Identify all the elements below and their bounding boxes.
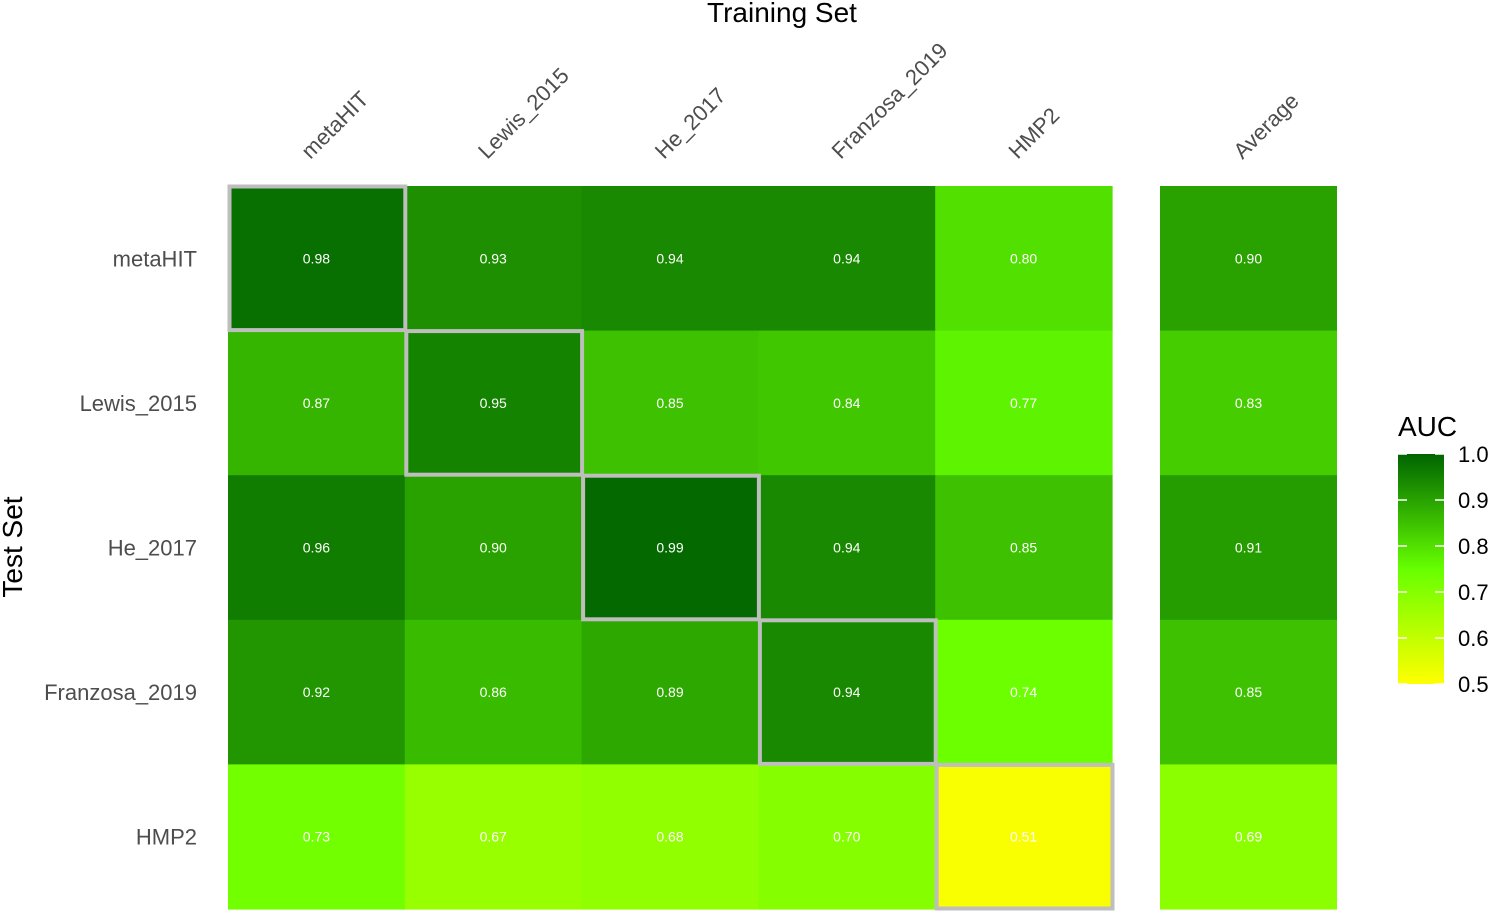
cell-value-label: 0.85 xyxy=(1010,540,1037,556)
cell-value-label: 0.94 xyxy=(656,250,683,266)
column-label: Franzosa_2019 xyxy=(827,38,953,164)
average-cell xyxy=(1160,330,1337,476)
row-label: He_2017 xyxy=(108,536,197,561)
legend-colorbar xyxy=(1398,454,1444,684)
cell-value-label: 0.87 xyxy=(303,395,330,411)
cell-value-label: 0.85 xyxy=(656,395,683,411)
column-labels: metaHIT Lewis_2015 He_2017 Franzosa_2019 HMP… xyxy=(296,38,1303,164)
legend-ticks: 0.5 0.6 0.7 0.8 0.9 1.0 xyxy=(1398,442,1489,697)
heatmap-cell xyxy=(404,330,583,476)
legend-tick-label: 1.0 xyxy=(1458,442,1489,467)
average-cells xyxy=(1160,186,1337,910)
average-cell xyxy=(1160,764,1337,910)
heatmap-cell xyxy=(228,186,406,332)
heatmap-cell xyxy=(228,330,406,476)
heatmap-cells xyxy=(228,186,1113,910)
heatmap-cell xyxy=(758,330,936,476)
diagonal-highlight-box xyxy=(227,184,408,333)
cell-value-label: 0.90 xyxy=(480,540,507,556)
heatmap-cell xyxy=(758,619,936,765)
cell-value-label: 0.86 xyxy=(480,684,507,700)
average-value-label: 0.69 xyxy=(1235,829,1262,845)
cell-value-label: 0.94 xyxy=(833,540,860,556)
heatmap-cell xyxy=(404,475,583,621)
average-cell xyxy=(1160,186,1337,332)
row-label: HMP2 xyxy=(136,825,197,850)
cell-value-labels: 0.98 0.93 0.94 0.94 0.80 0.90 0.87 0.95 0.85 0.84… xyxy=(303,250,1263,844)
heatmap-cell xyxy=(228,475,406,621)
cell-value-label: 0.96 xyxy=(303,540,330,556)
cell-value-label: 0.99 xyxy=(656,540,683,556)
diagonal-highlight-box xyxy=(934,762,1115,911)
diagonal-highlight-box xyxy=(581,473,761,622)
row-label: metaHIT xyxy=(113,246,197,271)
legend-tick-label: 0.5 xyxy=(1458,672,1489,697)
cell-value-label: 0.89 xyxy=(656,684,683,700)
heatmap-cell xyxy=(935,475,1113,621)
heatmap-cell xyxy=(404,619,583,765)
heatmap-cell xyxy=(935,619,1113,765)
cell-value-label: 0.68 xyxy=(656,829,683,845)
diagonal-highlights xyxy=(227,184,1115,911)
column-label: HMP2 xyxy=(1003,103,1064,164)
legend-tick-label: 0.6 xyxy=(1458,626,1489,651)
heatmap-cell xyxy=(404,186,583,332)
heatmap-cell xyxy=(404,764,583,910)
heatmap-cell xyxy=(935,330,1113,476)
cell-value-label: 0.70 xyxy=(833,829,860,845)
cell-value-label: 0.77 xyxy=(1010,395,1037,411)
cell-value-label: 0.73 xyxy=(303,829,330,845)
cell-value-label: 0.92 xyxy=(303,684,330,700)
heatmap-cell xyxy=(581,764,759,910)
legend-title: AUC xyxy=(1398,411,1457,442)
cell-value-label: 0.67 xyxy=(480,829,507,845)
average-value-label: 0.91 xyxy=(1235,540,1262,556)
cell-value-label: 0.74 xyxy=(1010,684,1037,700)
average-value-label: 0.83 xyxy=(1235,395,1262,411)
y-axis-title: Test Set xyxy=(0,496,28,597)
heatmap-cell xyxy=(581,619,759,765)
x-axis-title: Training Set xyxy=(707,0,857,28)
average-value-label: 0.90 xyxy=(1235,250,1262,266)
cell-value-label: 0.80 xyxy=(1010,250,1037,266)
column-label: He_2017 xyxy=(650,83,731,164)
heatmap-cell xyxy=(758,186,936,332)
row-labels: metaHIT Lewis_2015 He_2017 Franzosa_2019 HMP… xyxy=(44,246,197,849)
color-legend: AUC 0.5 0.6 0.7 0.8 0.9 1.0 xyxy=(1398,411,1489,697)
heatmap-cell xyxy=(935,186,1113,332)
heatmap-cell xyxy=(758,475,936,621)
column-label: metaHIT xyxy=(296,86,373,163)
average-value-label: 0.85 xyxy=(1235,684,1262,700)
heatmap-cell xyxy=(228,764,406,910)
cell-value-label: 0.93 xyxy=(480,250,507,266)
row-label: Franzosa_2019 xyxy=(44,680,197,705)
cell-value-label: 0.95 xyxy=(480,395,507,411)
cell-value-label: 0.84 xyxy=(833,395,860,411)
cell-value-label: 0.94 xyxy=(833,684,860,700)
row-label: Lewis_2015 xyxy=(80,391,197,416)
heatmap-cell xyxy=(581,330,759,476)
column-label: Average xyxy=(1228,88,1303,163)
diagonal-highlight-box xyxy=(757,618,938,766)
heatmap-cell xyxy=(758,764,936,910)
column-label: Lewis_2015 xyxy=(473,63,574,164)
average-cell xyxy=(1160,475,1337,621)
legend-tick-label: 0.7 xyxy=(1458,580,1489,605)
heatmap-cell xyxy=(935,764,1113,910)
legend-tick-label: 0.9 xyxy=(1458,488,1489,513)
heatmap-cell xyxy=(581,475,759,621)
heatmap-cell xyxy=(581,186,759,332)
cell-value-label: 0.94 xyxy=(833,250,860,266)
average-cell xyxy=(1160,619,1337,765)
cell-value-label: 0.98 xyxy=(303,250,330,266)
diagonal-highlight-box xyxy=(404,329,585,477)
legend-tick-label: 0.8 xyxy=(1458,534,1489,559)
heatmap-cell xyxy=(228,619,406,765)
cell-value-label: 0.51 xyxy=(1010,829,1037,845)
